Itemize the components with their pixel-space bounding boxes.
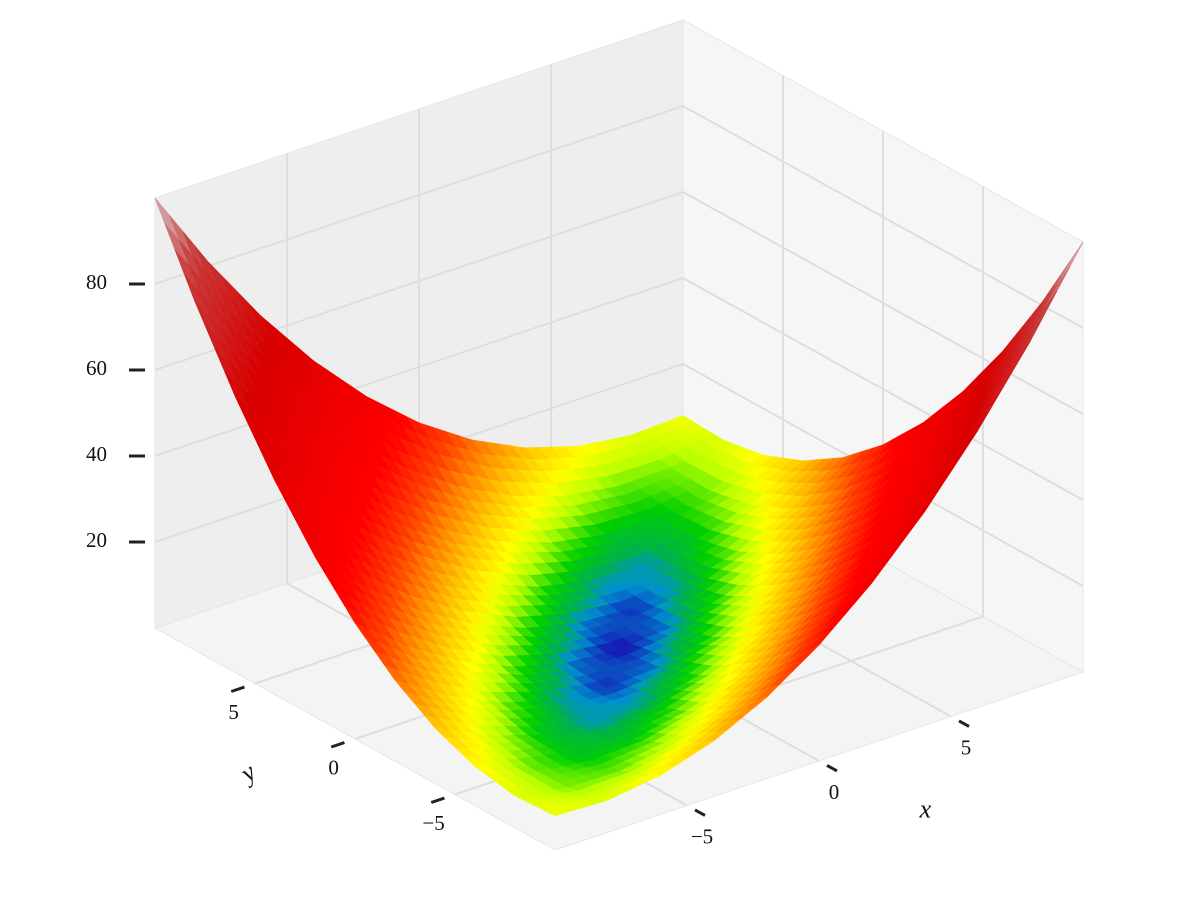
z-tick-label: 40 [86, 442, 107, 466]
tick-mark [958, 719, 970, 728]
grid-line [154, 104, 1084, 329]
x-axis-label: x [919, 794, 932, 823]
x-tick-label: −5 [691, 824, 713, 848]
tick-mark [694, 808, 706, 817]
surface [154, 197, 1084, 816]
y-tick-label: 5 [228, 700, 239, 724]
x-tick-label: 5 [961, 735, 972, 759]
z-tick-label: 20 [86, 528, 107, 552]
y-axis-label: y [232, 757, 261, 789]
z-tick-label: 60 [86, 356, 107, 380]
grid-line [154, 190, 1084, 415]
ticks [129, 282, 970, 817]
tick-mark [430, 796, 445, 804]
y-tick-label: −5 [422, 811, 444, 835]
tick-mark [230, 685, 245, 693]
y-tick-label: 0 [328, 756, 339, 780]
surface-patch [544, 806, 569, 816]
x-tick-label: 0 [829, 780, 840, 804]
tick-mark [330, 741, 345, 749]
tick-mark [826, 764, 838, 773]
z-tick-label: 80 [86, 270, 107, 294]
labels: −5 0 5 −5 0 5 20 40 60 80 x y [86, 270, 971, 849]
